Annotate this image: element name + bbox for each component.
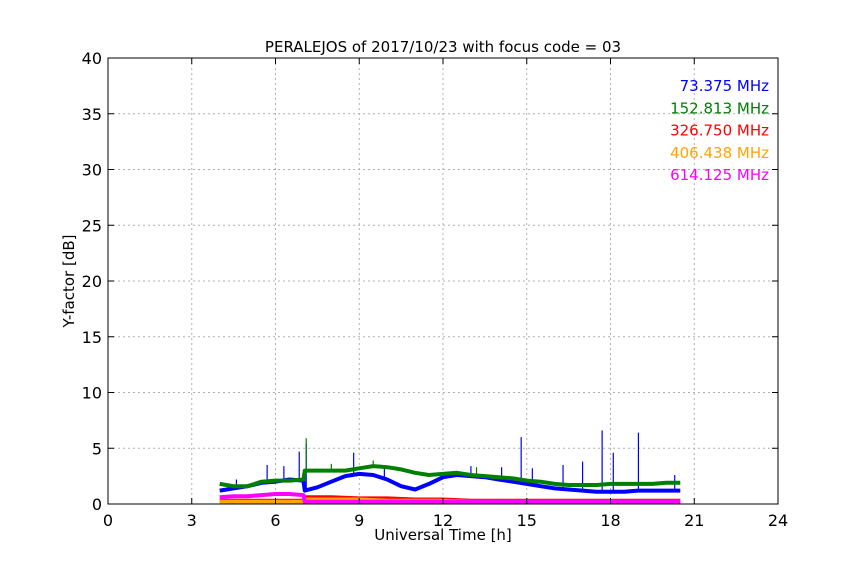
legend-entry: 326.750 MHz (670, 122, 769, 140)
x-tick-label: 12 (433, 511, 453, 530)
y-tick-label: 15 (82, 328, 102, 347)
y-tick-label: 0 (92, 495, 102, 514)
x-tick-label: 18 (600, 511, 620, 530)
y-tick-label: 30 (82, 161, 102, 180)
x-tick-label: 3 (187, 511, 197, 530)
x-axis-label: Universal Time [h] (374, 526, 512, 544)
y-tick-label: 35 (82, 105, 102, 124)
x-tick-label: 21 (684, 511, 704, 530)
y-tick-label: 10 (82, 384, 102, 403)
legend-entry: 406.438 MHz (670, 144, 769, 162)
y-tick-label: 20 (82, 272, 102, 291)
axis-ticks: 0 3 6 9 12 15 18 21 24 0 5 10 15 20 25 30 35 40 (82, 49, 789, 530)
y-tick-label: 25 (82, 216, 102, 235)
chart-title: PERALEJOS of 2017/10/23 with focus code … (265, 38, 621, 56)
x-tick-label: 6 (270, 511, 280, 530)
y-tick-label: 5 (92, 439, 102, 458)
legend: 73.375 MHz 152.813 MHz 326.750 MHz 406.438 … (670, 77, 769, 184)
y-axis-label: Y-factor [dB] (60, 234, 78, 328)
legend-entry: 73.375 MHz (680, 77, 769, 95)
series-line-1 (219, 464, 681, 489)
x-tick-label: 24 (768, 511, 788, 530)
legend-entry: 152.813 MHz (670, 99, 769, 117)
x-tick-label: 9 (354, 511, 364, 530)
legend-entry: 614.125 MHz (670, 166, 769, 184)
x-tick-label: 15 (517, 511, 537, 530)
series-line-4 (219, 492, 681, 504)
y-tick-label: 40 (82, 49, 102, 68)
x-tick-label: 0 (103, 511, 113, 530)
